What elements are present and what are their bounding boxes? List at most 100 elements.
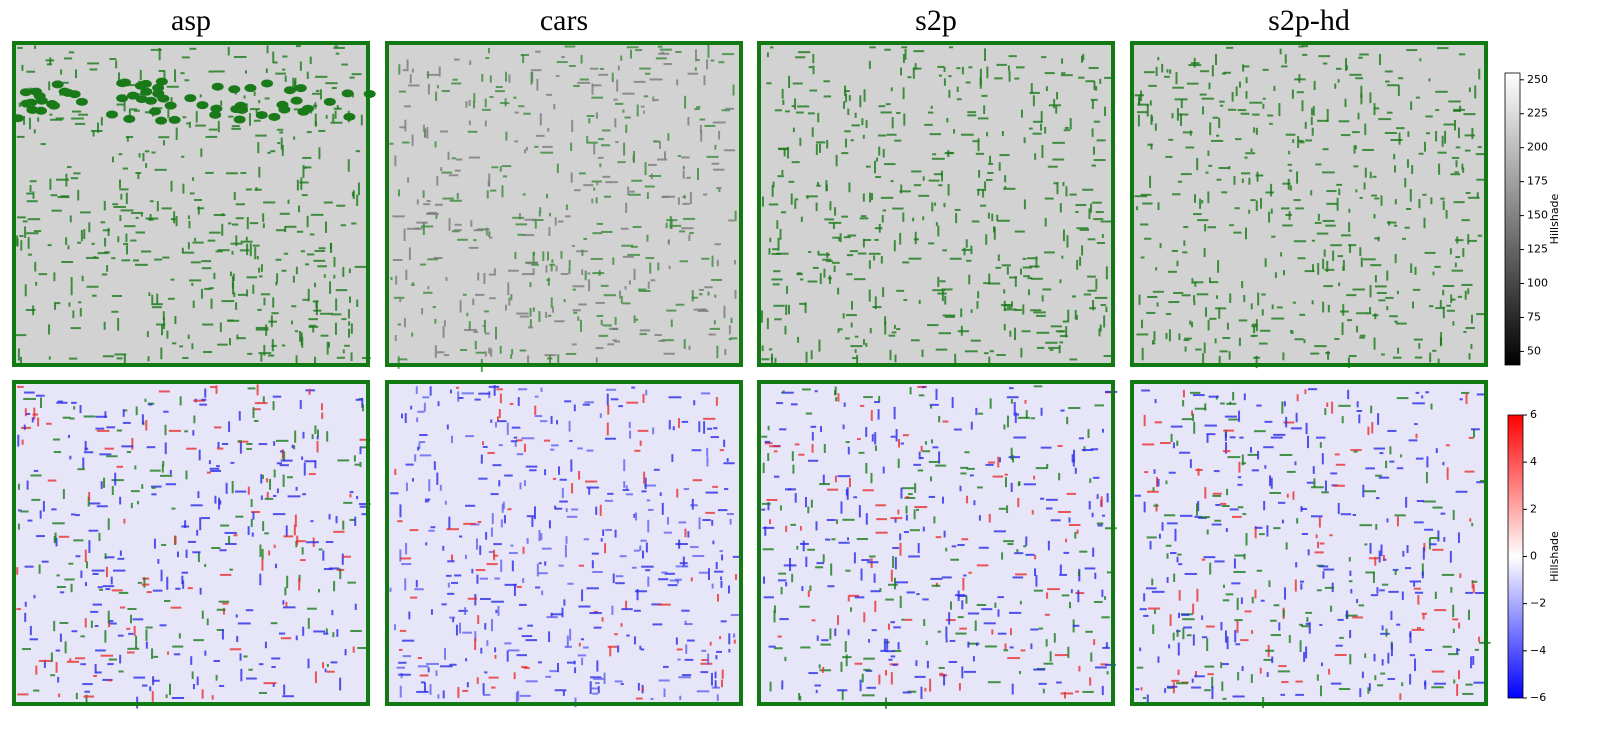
- texture: [984, 181, 987, 192]
- texture: [270, 622, 278, 625]
- texture: [1477, 234, 1483, 237]
- texture: [565, 215, 571, 218]
- tick-label: 6: [1530, 408, 1537, 421]
- texture: [218, 684, 225, 687]
- texture: [787, 146, 790, 159]
- texture: [1062, 320, 1070, 323]
- texture: [285, 225, 297, 228]
- texture: [1471, 580, 1474, 589]
- texture: [601, 129, 611, 132]
- texture: [1254, 526, 1257, 539]
- texture: [1020, 649, 1026, 652]
- texture: [283, 451, 286, 462]
- texture: [107, 663, 114, 666]
- texture: [208, 128, 218, 131]
- texture: [233, 191, 236, 201]
- texture: [1314, 345, 1327, 348]
- texture: [1068, 523, 1081, 526]
- texture: [932, 446, 939, 449]
- texture: [570, 172, 573, 183]
- texture: [211, 547, 221, 550]
- texture: [1402, 550, 1405, 557]
- texture: [635, 512, 638, 521]
- texture: [807, 280, 818, 283]
- texture: [997, 632, 1007, 635]
- texture: [1457, 295, 1463, 298]
- texture: [663, 63, 673, 66]
- texture: [442, 690, 445, 699]
- texture: [1452, 628, 1455, 633]
- texture: [1143, 614, 1149, 617]
- texture: [209, 110, 222, 119]
- texture: [956, 86, 959, 93]
- texture: [442, 197, 454, 200]
- texture: [88, 529, 99, 532]
- texture: [538, 562, 542, 565]
- texture: [1263, 446, 1274, 449]
- texture: [58, 535, 70, 538]
- texture: [293, 136, 296, 140]
- texture: [27, 218, 41, 221]
- texture: [550, 415, 553, 424]
- texture: [817, 250, 820, 255]
- texture: [353, 455, 356, 462]
- texture: [1359, 336, 1365, 339]
- texture: [733, 259, 736, 265]
- texture: [389, 142, 394, 145]
- texture: [615, 141, 619, 144]
- texture: [1428, 78, 1431, 82]
- texture: [47, 244, 52, 247]
- texture: [1081, 449, 1094, 452]
- texture: [683, 488, 690, 491]
- texture: [1238, 319, 1248, 322]
- texture: [1100, 304, 1107, 307]
- texture: [633, 268, 636, 281]
- texture: [231, 250, 234, 255]
- texture: [1263, 658, 1273, 661]
- texture: [152, 83, 165, 92]
- texture: [633, 549, 640, 552]
- texture: [568, 65, 576, 68]
- texture: [1146, 490, 1159, 493]
- texture: [561, 607, 564, 618]
- texture: [1201, 97, 1214, 100]
- texture: [861, 673, 864, 683]
- texture: [341, 553, 344, 565]
- texture: [35, 106, 48, 115]
- texture: [71, 401, 77, 404]
- texture: [151, 486, 156, 489]
- texture: [314, 425, 317, 434]
- texture: [1104, 596, 1107, 600]
- texture: [957, 543, 965, 546]
- texture: [423, 291, 433, 294]
- texture: [163, 140, 166, 146]
- texture: [1326, 108, 1329, 122]
- texture: [152, 589, 163, 592]
- texture: [22, 220, 28, 223]
- texture: [474, 631, 477, 642]
- texture: [446, 424, 449, 430]
- texture: [262, 521, 265, 532]
- texture: [151, 648, 154, 660]
- texture: [1338, 404, 1351, 407]
- texture: [73, 539, 84, 542]
- texture: [179, 345, 184, 348]
- texture: [1317, 213, 1320, 221]
- texture: [508, 74, 511, 83]
- texture: [160, 474, 173, 477]
- texture: [706, 447, 709, 457]
- texture: [354, 265, 367, 268]
- texture: [714, 680, 717, 688]
- texture: [296, 230, 304, 233]
- texture: [865, 462, 868, 474]
- texture: [311, 434, 314, 440]
- texture: [1181, 613, 1190, 616]
- texture: [263, 297, 266, 306]
- texture: [26, 232, 39, 235]
- texture: [629, 430, 632, 439]
- texture: [88, 540, 91, 553]
- texture: [1177, 669, 1180, 676]
- texture: [271, 344, 277, 347]
- texture: [130, 490, 140, 493]
- texture: [894, 139, 902, 142]
